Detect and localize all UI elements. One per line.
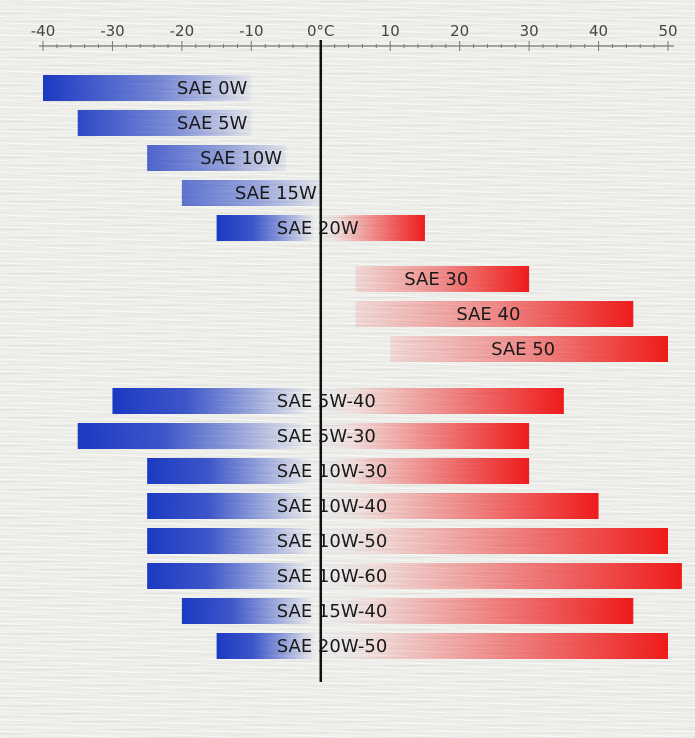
bar-label: SAE 10W-40 [277, 496, 388, 517]
bar-label: SAE 10W-60 [277, 566, 388, 587]
tick-label: 30 [520, 22, 539, 40]
bar-label: SAE 20W [277, 218, 359, 239]
bar-sae-30 [355, 266, 530, 292]
bar-sae-10w-40 [147, 493, 599, 519]
bar-label: SAE 30 [404, 269, 468, 290]
tick-label: -20 [170, 22, 195, 40]
bar-label: SAE 15W-40 [277, 601, 388, 622]
bar-label: SAE 10W-30 [277, 461, 388, 482]
tick-label: 0°C [307, 22, 335, 40]
bar-label: SAE 5W-40 [277, 391, 376, 412]
bar-sae-20w-50 [216, 633, 668, 659]
bar-sae-50 [390, 336, 668, 362]
tick-label: 40 [589, 22, 608, 40]
bar-sae-10w-50 [147, 528, 668, 554]
bar-sae-40 [355, 301, 634, 327]
bar-label: SAE 10W-50 [277, 531, 388, 552]
bar-label: SAE 40 [456, 304, 520, 325]
bar-label: SAE 20W-50 [277, 636, 388, 657]
bar-sae-10w [147, 145, 287, 171]
tick-label: -10 [239, 22, 264, 40]
tick-label: 10 [381, 22, 400, 40]
bar-labels: SAE 0W SAE 5W SAE 10W SAE 15W SAE 20W SAE 30 S… [177, 78, 555, 657]
tick-label: 50 [658, 22, 677, 40]
bar-sae-0w [43, 75, 252, 101]
bar-label: SAE 5W-30 [277, 426, 376, 447]
bar-sae-15w-40 [181, 598, 634, 624]
bar-label: SAE 50 [491, 339, 555, 360]
bar-sae-5w-40 [112, 388, 564, 414]
bar-label: SAE 5W [177, 113, 248, 134]
bar-sae-10w-60 [147, 563, 682, 589]
bar-label: SAE 10W [200, 148, 282, 169]
temperature-axis: -40 -30 -20 -10 0°C 10 20 30 40 50 [31, 22, 678, 51]
bar-sae-10w-30 [147, 458, 530, 484]
bar-sae-5w-30 [77, 423, 530, 449]
bar-label: SAE 0W [177, 78, 248, 99]
tick-label: -40 [31, 22, 56, 40]
bar-sae-5w [77, 110, 252, 136]
tick-label: 20 [450, 22, 469, 40]
bar-sae-15w [181, 180, 321, 206]
tick-label: -30 [100, 22, 125, 40]
bar-label: SAE 15W [235, 183, 317, 204]
